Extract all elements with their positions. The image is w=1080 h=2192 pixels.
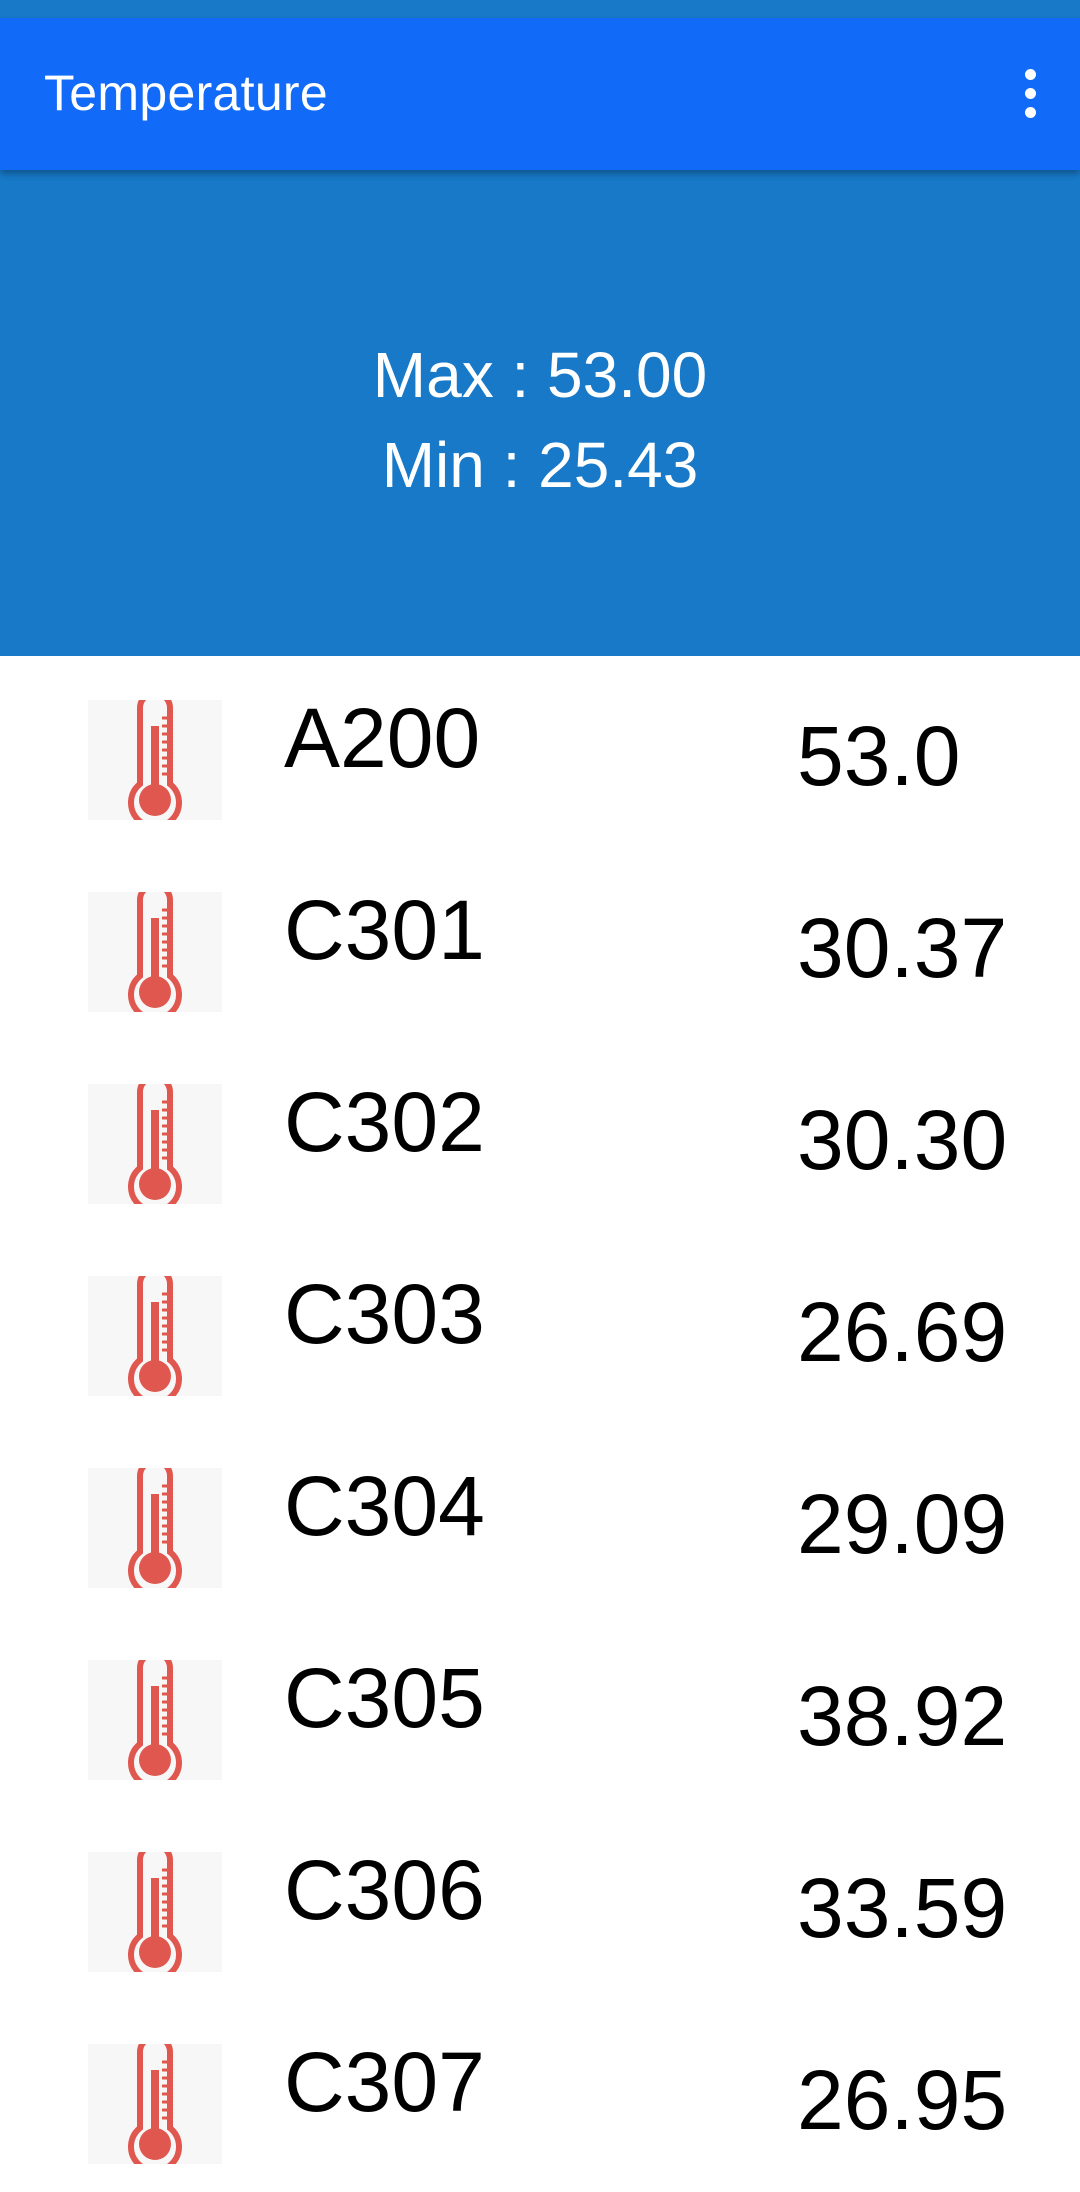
list-item[interactable]: C302 30.30 [0,1040,1080,1232]
room-name: C301 [284,883,485,977]
thermometer-icon [88,700,222,820]
thermometer-icon [88,1660,222,1780]
temperature-value: 26.95 [797,2053,1008,2147]
list-item[interactable]: C305 38.92 [0,1616,1080,1808]
room-name: C303 [284,1267,485,1361]
room-list: A200 53.0 C301 30.37 [0,656,1080,2192]
temperature-summary: Max : 53.00 Min : 25.43 [0,170,1080,656]
thermometer-icon [88,1468,222,1588]
list-item[interactable]: A200 53.0 [0,656,1080,848]
thermometer-icon [88,892,222,1012]
list-item[interactable]: C301 30.37 [0,848,1080,1040]
room-name: C305 [284,1651,485,1745]
min-temperature: Min : 25.43 [381,429,699,501]
more-options-button[interactable] [1000,58,1060,128]
thermometer-icon [88,1084,222,1204]
room-name: C307 [284,2035,485,2129]
max-temperature: Max : 53.00 [372,339,708,411]
room-name: C306 [284,1843,485,1937]
more-vert-icon [1024,68,1036,80]
more-vert-icon-dot [1024,106,1036,118]
list-item[interactable]: C303 26.69 [0,1232,1080,1424]
temperature-value: 30.37 [797,901,1008,995]
more-vert-icon-dot [1024,87,1036,99]
status-bar [0,0,1080,18]
temperature-value: 30.30 [797,1093,1008,1187]
temperature-value: 29.09 [797,1477,1008,1571]
room-name: C304 [284,1459,485,1553]
thermometer-icon [88,1276,222,1396]
list-item[interactable]: C307 26.95 [0,2000,1080,2192]
thermometer-icon [88,2044,222,2164]
app-title: Temperature [44,65,328,121]
app-bar: Temperature [0,18,1080,170]
thermometer-icon [88,1852,222,1972]
temperature-value: 26.69 [797,1285,1008,1379]
temperature-value: 38.92 [797,1669,1008,1763]
list-item[interactable]: C304 29.09 [0,1424,1080,1616]
list-item[interactable]: C306 33.59 [0,1808,1080,2000]
room-name: C302 [284,1075,485,1169]
temperature-value: 53.0 [797,709,961,803]
room-name: A200 [284,691,481,785]
summary-text: Max : 53.00 Min : 25.43 [0,330,1080,510]
temperature-value: 33.59 [797,1861,1008,1955]
